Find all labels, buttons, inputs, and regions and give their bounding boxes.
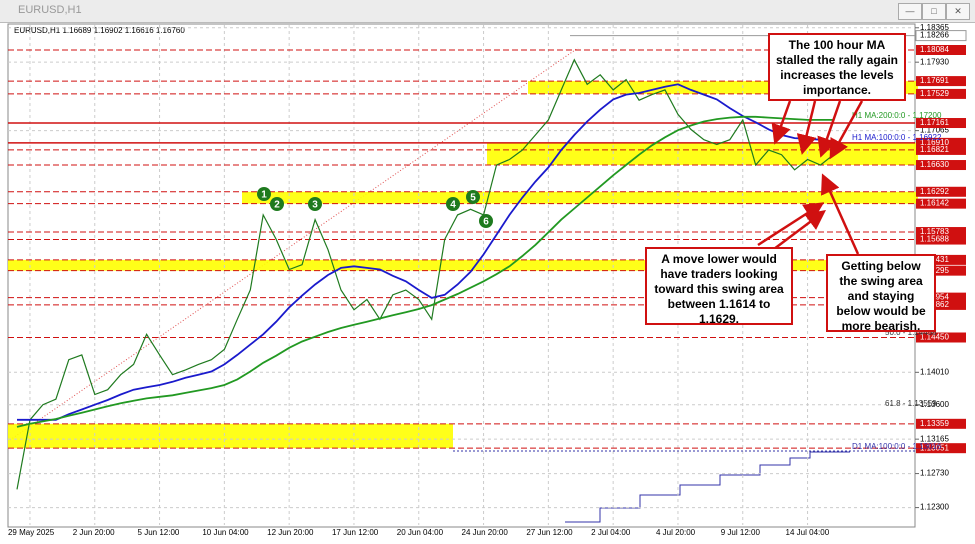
level-tag [916, 234, 966, 245]
level-label: 1.17529 [920, 89, 949, 98]
swing-marker [466, 190, 480, 204]
level-tag [916, 198, 966, 209]
level-label: 1.14450 [920, 333, 949, 342]
x-tick-label: 17 Jun 12:00 [332, 528, 379, 537]
y-tick-label: 1.14010 [920, 367, 949, 376]
level-label: 1.13359 [920, 419, 949, 428]
level-tag [916, 137, 966, 148]
annotation: A move lower would have traders looking … [645, 247, 793, 326]
y-tick-label: 1.17930 [920, 57, 949, 66]
swing-marker-label: 6 [483, 217, 489, 228]
swing-marker-label: 5 [470, 193, 476, 204]
annotation-arrow [796, 100, 817, 155]
reference-label: H1 MA:100:0:0 - 1.16922 [852, 133, 942, 142]
swing-marker [479, 214, 493, 228]
symbol-info: EURUSD,H1 1.16689 1.16902 1.16616 1.1676… [14, 26, 185, 35]
annotation-arrow [769, 210, 826, 253]
x-tick-label: 4 Jul 20:00 [656, 528, 696, 537]
level-tag [915, 30, 967, 42]
level-label: 1.18084 [920, 45, 949, 54]
level-label: 1.16821 [920, 145, 949, 154]
moving-average [17, 83, 834, 421]
level-label: 1.16142 [920, 199, 949, 208]
x-tick-label: 20 Jun 04:00 [397, 528, 444, 537]
swing-marker-label: 4 [450, 200, 456, 211]
level-tag [916, 332, 966, 343]
x-tick-label: 10 Jun 04:00 [202, 528, 249, 537]
swing-marker-label: 3 [312, 200, 318, 211]
level-tag [916, 88, 966, 99]
title-bar: EURUSD,H1 — □ ✕ [0, 0, 975, 23]
level-tag [916, 45, 966, 55]
y-tick-label: 1.12730 [920, 469, 949, 478]
swing-zone [242, 191, 918, 204]
window-title: EURUSD,H1 [18, 4, 82, 16]
annotation-arrow [817, 100, 842, 158]
level-tag [916, 418, 966, 429]
annotation-arrow [820, 173, 860, 255]
level-label: 1.15688 [920, 235, 949, 244]
level-label: 1.16910 [920, 138, 949, 147]
trend-line [9, 47, 579, 441]
annotation-arrow [829, 100, 864, 160]
minimize-button[interactable]: — [898, 3, 922, 20]
annotation: Getting below the swing area and staying… [826, 254, 936, 333]
reference-label: H1 MA:200:0:0 - 1.17200 [852, 111, 942, 120]
y-tick-label: 1.13165 [920, 434, 949, 443]
level-tag [916, 186, 966, 197]
level-label: 1.17691 [920, 76, 949, 85]
x-tick-label: 12 Jun 20:00 [267, 528, 314, 537]
swing-marker [270, 197, 284, 211]
level-label: 1.17161 [920, 118, 949, 127]
moving-average [16, 115, 834, 428]
x-tick-label: 2 Jul 04:00 [591, 528, 631, 537]
reference-label: D1 MA:100:0:0 - 1.13016 [852, 442, 942, 451]
level-label: 1.15783 [920, 227, 949, 236]
swing-marker-label: 2 [274, 200, 280, 211]
close-button[interactable]: ✕ [946, 3, 970, 20]
level-tag [916, 299, 966, 310]
y-tick-label: 1.13600 [920, 400, 949, 409]
annotation: The 100 hour MA stalled the rally again … [768, 33, 906, 101]
x-tick-label: 29 May 2025 [8, 528, 55, 537]
swing-zone [8, 423, 453, 449]
level-tag [916, 76, 966, 87]
level-tag [916, 227, 966, 238]
x-tick-label: 24 Jun 20:00 [462, 528, 509, 537]
maximize-button[interactable]: □ [922, 3, 946, 20]
y-tick-label: 1.17065 [920, 126, 949, 135]
level-tag [916, 144, 966, 155]
x-tick-label: 2 Jun 20:00 [73, 528, 115, 537]
y-tick-label: 1.12300 [920, 503, 949, 512]
x-tick-label: 5 Jun 12:00 [138, 528, 180, 537]
y-tick-label: 1.18365 [920, 23, 949, 32]
level-label: 1.16292 [920, 187, 949, 196]
level-tag [916, 160, 966, 171]
high-label: 1.18266 [920, 31, 949, 40]
price-line [16, 58, 834, 490]
annotation-arrow [771, 100, 792, 145]
x-tick-label: 9 Jul 12:00 [721, 528, 761, 537]
x-tick-label: 27 Jun 12:00 [526, 528, 573, 537]
swing-zone [8, 259, 918, 271]
swing-marker [446, 197, 460, 211]
reference-label: 50.0 - 1.14458 [885, 328, 937, 337]
swing-marker [257, 187, 271, 201]
level-label: 1.16630 [920, 160, 949, 169]
level-label: 1.13051 [920, 443, 949, 452]
x-tick-label: 14 Jul 04:00 [786, 528, 830, 537]
level-tag [916, 265, 966, 276]
level-tag [916, 443, 966, 454]
swing-marker [308, 197, 322, 211]
swing-marker-label: 1 [261, 190, 267, 201]
level-tag [916, 118, 966, 129]
level-tag [916, 292, 966, 303]
reference-label: 61.8 - 1.13559 [885, 399, 937, 408]
level-tag [916, 254, 966, 265]
